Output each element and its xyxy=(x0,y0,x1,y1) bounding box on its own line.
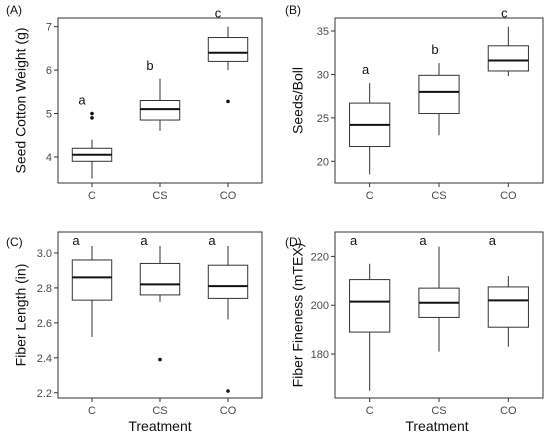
x-axis-label: Treatment xyxy=(128,418,191,434)
box-iqr xyxy=(207,264,249,299)
y-tick-label: 7 xyxy=(46,22,52,34)
y-tick-label: 2.4 xyxy=(37,353,52,365)
significance-letter: c xyxy=(215,6,222,21)
x-axis-label: Treatment xyxy=(405,418,468,434)
box-iqr xyxy=(487,286,529,328)
x-tick-label: C xyxy=(88,405,96,417)
x-tick-label: CO xyxy=(500,405,517,417)
x-tick-label: CO xyxy=(500,190,517,202)
outlier-point xyxy=(90,111,94,116)
y-tick-label: 2.2 xyxy=(37,388,52,400)
y-tick-label: 200 xyxy=(311,300,329,312)
y-axis-label: Seed Cotton Weight (g) xyxy=(13,27,29,173)
significance-letter: a xyxy=(72,233,80,248)
x-tick-label: CO xyxy=(220,190,237,202)
outlier-point xyxy=(90,116,94,120)
significance-letter: a xyxy=(419,233,427,248)
x-tick-label: CS xyxy=(152,405,167,417)
box-iqr xyxy=(139,262,181,296)
y-tick-label: 35 xyxy=(317,26,329,38)
significance-letter: b xyxy=(146,58,153,73)
x-tick-label: CS xyxy=(431,405,446,417)
y-tick-label: 30 xyxy=(317,69,329,81)
y-tick-label: 3.0 xyxy=(37,248,52,260)
outlier-point xyxy=(226,389,230,393)
outlier-point xyxy=(158,357,162,362)
panel-label: (A) xyxy=(6,3,22,17)
panel-label: (C) xyxy=(6,235,23,249)
significance-letter: b xyxy=(431,42,438,57)
y-axis-label: Fiber Length (in) xyxy=(13,264,29,367)
box-iqr xyxy=(71,259,113,301)
box-iqr xyxy=(418,74,460,115)
box-iqr xyxy=(139,100,181,121)
x-tick-label: C xyxy=(88,190,96,202)
box-iqr xyxy=(487,45,529,72)
y-tick-label: 20 xyxy=(317,156,329,168)
significance-letter: a xyxy=(78,93,86,108)
x-tick-label: CS xyxy=(152,190,167,202)
x-tick-label: CS xyxy=(431,190,446,202)
panel-label: (D) xyxy=(285,235,302,249)
panel-label: (B) xyxy=(285,3,301,17)
y-tick-label: 220 xyxy=(311,251,329,263)
y-tick-label: 25 xyxy=(317,113,329,125)
y-tick-label: 4 xyxy=(46,152,52,164)
y-axis-label: Fiber Fineness (mTEX) xyxy=(290,243,306,388)
x-tick-label: C xyxy=(366,405,374,417)
significance-letter: a xyxy=(362,62,370,77)
significance-letter: a xyxy=(350,233,358,248)
x-tick-label: C xyxy=(366,190,374,202)
y-tick-label: 5 xyxy=(46,109,52,121)
y-tick-label: 2.8 xyxy=(37,283,52,295)
box-iqr xyxy=(349,279,391,333)
y-tick-label: 180 xyxy=(311,349,329,361)
significance-letter: a xyxy=(208,233,216,248)
y-axis-label: Seeds/Boll xyxy=(290,67,306,134)
y-tick-label: 6 xyxy=(46,65,52,77)
significance-letter: a xyxy=(140,233,148,248)
box-iqr xyxy=(207,37,249,62)
y-tick-label: 2.6 xyxy=(37,318,52,330)
significance-letter: c xyxy=(501,6,508,21)
significance-letter: a xyxy=(489,233,497,248)
x-tick-label: CO xyxy=(220,405,237,417)
outlier-point xyxy=(226,99,230,104)
